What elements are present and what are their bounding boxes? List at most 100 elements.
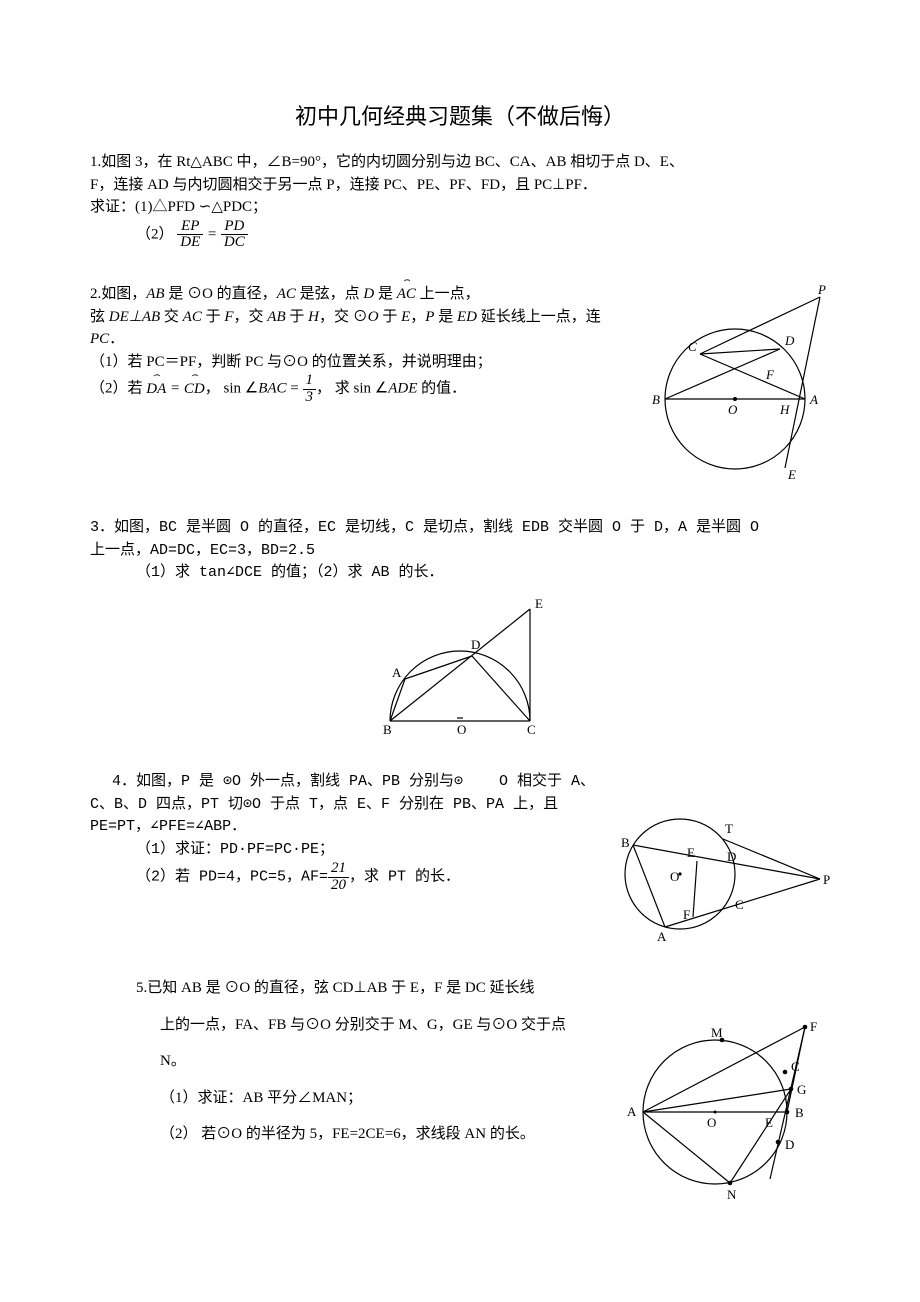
lbl-O: O [707,1115,716,1130]
t: BAC [258,381,286,397]
t: AC [183,309,202,325]
lbl-C: C [735,897,744,912]
t: 于 [286,309,309,325]
n: 1 [303,373,317,390]
figure-2: P C D F B O H A E [640,279,830,489]
lbl-D: D [727,849,736,864]
t: ， 求 sin ∠ [316,381,388,397]
t: AB [146,286,164,302]
page-title: 初中几何经典习题集（不做后悔） [90,100,830,133]
lbl-A: A [809,392,818,407]
lbl-B: B [621,835,630,850]
d: 3 [303,390,317,406]
t: F [224,309,233,325]
t: E [401,309,410,325]
p3-line1: 3．如图，BC 是半圆 O 的直径，EC 是切线，C 是切点，割线 EDB 交半… [90,517,830,540]
lbl-E: E [535,596,543,611]
lbl-D: D [471,637,480,652]
frac-den: DC [221,235,248,251]
arc-da: DA [146,374,166,401]
t: 是 [374,286,397,302]
t: 4．如图，P 是 ⊙O 外一点，割线 PA、PB 分别与⊙ [90,771,463,794]
frac-pd-dc: PD DC [221,219,248,252]
lbl-C: C [791,1059,800,1074]
frac-den: DE [177,235,203,251]
t: 2.如图， [90,286,146,302]
lbl-O: O [670,869,679,884]
t: ． [109,331,124,347]
lbl-M: M [711,1025,723,1040]
t: AC [277,286,296,302]
p3-line3: （1）求 tan∠DCE 的值；（2）求 AB 的长． [90,562,830,585]
t: 交 [160,309,183,325]
p1-line2: F，连接 AD 与内切圆相交于另一点 P，连接 PC、PE、PF、FD，且 PC… [90,174,830,197]
problem-1: 1.如图 3，在 Rt△ABC 中，∠B=90°，它的内切圆分别与边 BC、CA… [90,151,830,251]
lbl-A: A [657,929,667,944]
lbl-H: H [779,402,790,417]
t: = [166,381,184,397]
p4-line1: 4．如图，P 是 ⊙O 外一点，割线 PA、PB 分别与⊙ O 相交于 A、 [90,771,595,794]
figure-5: F M C G A O E B D N [615,1017,830,1207]
t: O [368,309,379,325]
t: H [308,309,319,325]
lbl-C: C [527,722,536,736]
lbl-B: B [795,1105,804,1120]
t: ， sin ∠ [205,381,258,397]
t: （2）若 PD=4，PC=5，AF= [136,869,328,886]
lbl-B: B [652,392,660,407]
t: D [363,286,374,302]
lbl-O: O [457,722,466,736]
lbl-E: E [687,845,695,860]
arc-cd: CD [184,374,205,401]
lbl-A: A [392,665,402,680]
t: ADE [388,381,417,397]
t: 弦 [90,309,109,325]
n: 21 [328,861,349,878]
t: AB [267,309,285,325]
t: 的值． [417,381,466,397]
t: O 相交于 A、 [499,771,595,794]
t: PC [90,331,109,347]
t: ， [410,309,425,325]
t: ED [457,309,477,325]
d: 20 [328,878,349,894]
t: 是弦，点 [296,286,364,302]
p1-line4: （2） EP DE = PD DC [90,219,830,252]
p3-line2: 上一点，AD=DC，EC=3，BD=2.5 [90,540,830,563]
lbl-F: F [765,367,775,382]
lbl-D: D [785,1137,794,1152]
lbl-T: T [725,821,733,836]
lbl-C: C [688,339,697,354]
lbl-B: B [383,722,392,736]
t: 延长线上一点，连 [477,309,601,325]
frac-1-3: 13 [303,373,317,406]
t: （2）若 [90,381,146,397]
frac-num: EP [177,219,203,236]
lbl-F: F [810,1019,817,1034]
t: DE⊥AB [109,309,160,325]
problem-4: T B E D O P F C A 4．如图，P 是 ⊙O 外一点，割线 PA、… [90,771,830,949]
t: 于 [202,309,225,325]
lbl-E: E [765,1115,773,1130]
frac-num: PD [221,219,248,236]
figure-3-wrap: E D A B O C [90,591,830,744]
frac-21-20: 2120 [328,861,349,894]
t: 于 [379,309,402,325]
p1-prefix: （2） [136,226,174,242]
problem-3: 3．如图，BC 是半圆 O 的直径，EC 是切线，C 是切点，割线 EDB 交半… [90,517,830,743]
figure-3: E D A B O C [365,591,555,736]
p1-line3: 求证：(1)△PFD ∽△PDC； [90,196,830,219]
problem-5: F M C G A O E B D N 5.已知 AB 是 ⊙O 的直径，弦 C… [90,977,830,1207]
arc-ac: AC [397,279,416,306]
eq-sign: = [207,226,221,242]
p5-line1: 5.已知 AB 是 ⊙O 的直径，弦 CD⊥AB 于 E，F 是 DC 延长线 [90,977,830,1000]
lbl-O: O [728,402,738,417]
t: = [287,381,303,397]
frac-ep-de: EP DE [177,219,203,252]
lbl-D: D [784,333,795,348]
t: 是 ⊙O 的直径， [165,286,277,302]
problem-2: P C D F B O H A E 2.如图，AB 是 ⊙O 的直径，AC 是弦… [90,279,830,489]
lbl-G: G [797,1082,806,1097]
lbl-F: F [683,907,690,922]
lbl-P: P [823,872,830,887]
